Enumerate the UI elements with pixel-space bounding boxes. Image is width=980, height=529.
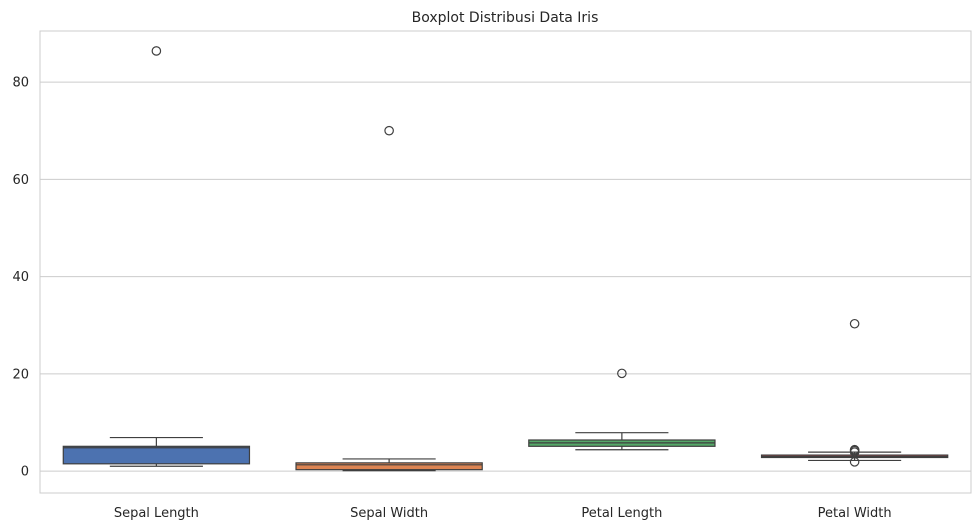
box-sepal-length (62, 46, 251, 467)
y-tick-label-0: 0 (21, 465, 29, 480)
y-tick-label-80: 80 (12, 76, 29, 91)
box-iqr-sepal-length (62, 445, 251, 465)
y-tick-label-20: 20 (12, 367, 29, 382)
outlier-petal-width-4 (849, 457, 860, 467)
box-petal-length (528, 368, 716, 451)
outlier-sepal-length-0 (151, 46, 162, 56)
box-iqr-sepal-width (295, 462, 483, 471)
chart-title: Boxplot Distribusi Data Iris (412, 10, 599, 26)
outlier-petal-width-3 (849, 447, 860, 457)
x-tick-label-sepal-width: Sepal Width (350, 506, 428, 521)
box-sepal-width (295, 125, 483, 472)
y-tick-labels: 0 20 40 60 80 (12, 76, 29, 480)
box-petal-width (760, 318, 949, 467)
boxes-layer (62, 46, 949, 472)
x-tick-label-petal-length: Petal Length (581, 506, 662, 521)
grid-lines (40, 81, 971, 472)
outlier-petal-width-0 (849, 318, 860, 329)
plot-frame (39, 30, 972, 494)
y-tick-label-60: 60 (12, 173, 29, 188)
outlier-petal-length-0 (617, 368, 627, 379)
x-tick-label-petal-width: Petal Width (818, 506, 892, 521)
x-tick-label-sepal-length: Sepal Length (114, 506, 199, 521)
y-tick-label-40: 40 (12, 270, 29, 285)
x-tick-labels: Sepal Length Sepal Width Petal Length Petal… (114, 506, 892, 521)
outlier-sepal-width-0 (384, 125, 394, 136)
